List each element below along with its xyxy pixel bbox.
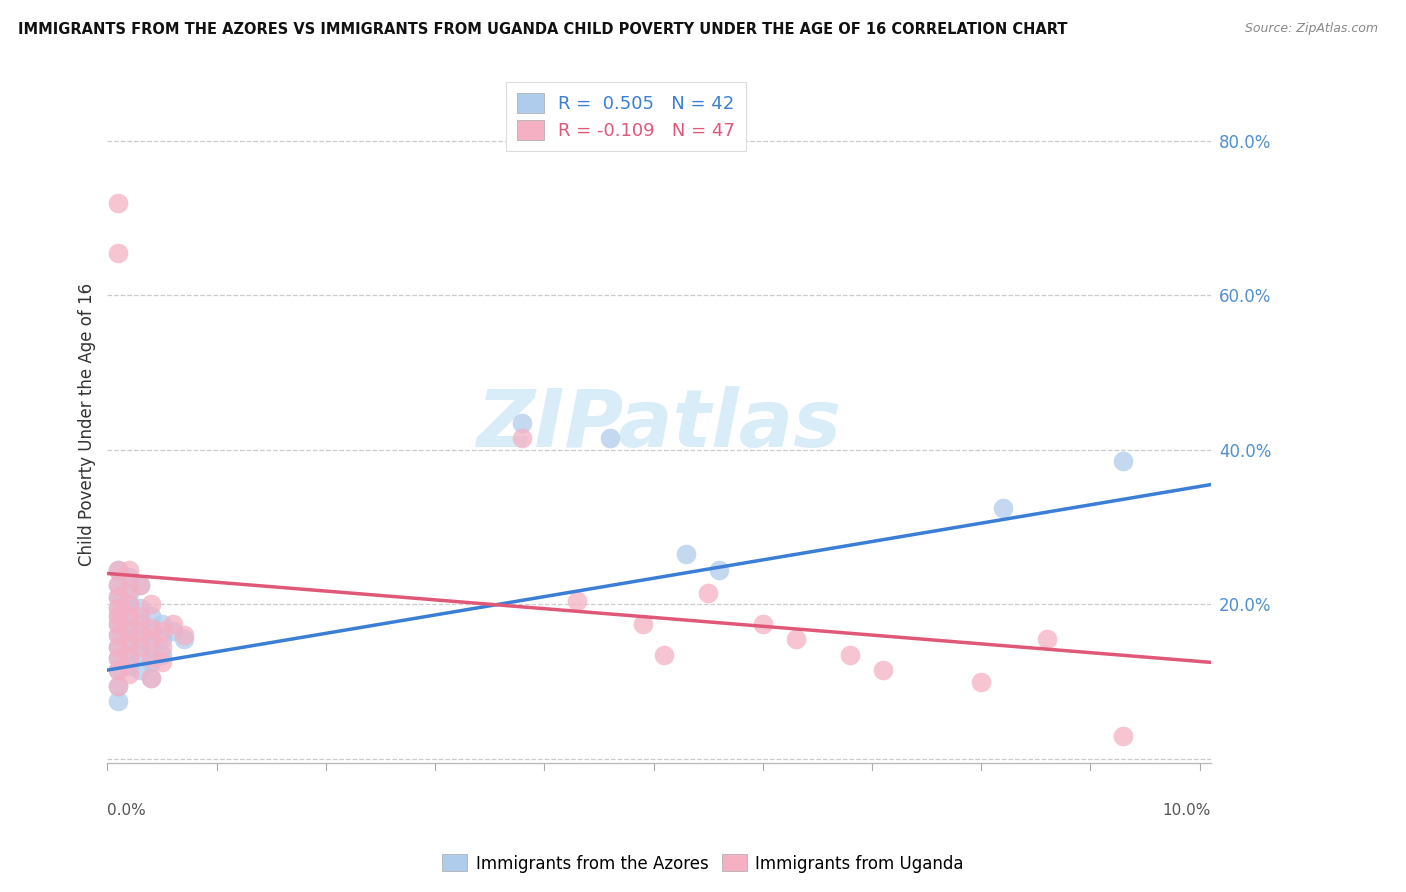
Point [107,609,129,624]
Point [631,616,654,631]
Point [107,616,129,631]
Point [139,651,162,665]
Point [118,636,141,650]
Point [139,624,162,639]
Point [118,651,141,665]
Point [785,632,807,647]
Point [139,656,162,670]
Point [107,628,129,642]
Point [150,640,173,654]
Point [107,616,129,631]
Point [118,667,141,681]
Point [139,609,162,624]
Point [107,563,129,577]
Point [565,593,588,607]
Point [118,598,141,612]
Point [173,632,195,647]
Point [675,547,697,561]
Point [107,609,129,624]
Point [129,601,152,615]
Point [107,679,129,693]
Point [697,586,720,600]
Legend: R =  0.505   N = 42, R = -0.109   N = 47: R = 0.505 N = 42, R = -0.109 N = 47 [506,82,747,151]
Point [970,674,993,689]
Point [107,601,129,615]
Legend: Immigrants from the Azores, Immigrants from Uganda: Immigrants from the Azores, Immigrants f… [436,847,970,880]
Point [839,648,862,662]
Point [107,651,129,665]
Point [129,648,152,662]
Point [118,624,141,639]
Point [129,632,152,647]
Point [129,578,152,592]
Point [129,663,152,677]
Point [1036,632,1059,647]
Point [139,671,162,685]
Point [162,624,184,639]
Point [129,609,152,624]
Point [118,632,141,647]
Point [599,431,621,445]
Point [139,598,162,612]
Point [139,671,162,685]
Point [118,609,141,624]
Text: IMMIGRANTS FROM THE AZORES VS IMMIGRANTS FROM UGANDA CHILD POVERTY UNDER THE AGE: IMMIGRANTS FROM THE AZORES VS IMMIGRANTS… [18,22,1067,37]
Point [129,640,152,654]
Point [107,578,129,592]
Point [129,616,152,631]
Point [139,621,162,635]
Point [512,431,534,445]
Point [107,195,129,210]
Point [107,651,129,665]
Text: 10.0%: 10.0% [1163,804,1211,818]
Text: ZIPatlas: ZIPatlas [477,385,842,464]
Point [512,416,534,430]
Point [991,500,1014,515]
Point [107,640,129,654]
Point [107,679,129,693]
Point [107,578,129,592]
Point [118,621,141,635]
Point [118,563,141,577]
Point [1112,454,1135,468]
Point [107,563,129,577]
Point [139,632,162,647]
Point [150,624,173,639]
Point [150,656,173,670]
Point [107,590,129,604]
Point [118,648,141,662]
Point [107,245,129,260]
Point [654,648,676,662]
Point [707,563,730,577]
Point [150,632,173,647]
Point [752,616,775,631]
Point [1112,729,1135,743]
Point [118,609,141,624]
Point [162,616,184,631]
Point [118,582,141,596]
Point [107,601,129,615]
Point [107,694,129,708]
Point [150,648,173,662]
Point [107,640,129,654]
Point [129,624,152,639]
Point [118,570,141,584]
Point [118,659,141,673]
Text: Source: ZipAtlas.com: Source: ZipAtlas.com [1244,22,1378,36]
Point [107,628,129,642]
Point [107,663,129,677]
Point [118,586,141,600]
Point [118,598,141,612]
Point [872,663,894,677]
Point [173,628,195,642]
Point [129,578,152,592]
Point [139,640,162,654]
Point [107,590,129,604]
Point [150,616,173,631]
Text: 0.0%: 0.0% [107,804,146,818]
Y-axis label: Child Poverty Under the Age of 16: Child Poverty Under the Age of 16 [79,283,96,566]
Point [107,663,129,677]
